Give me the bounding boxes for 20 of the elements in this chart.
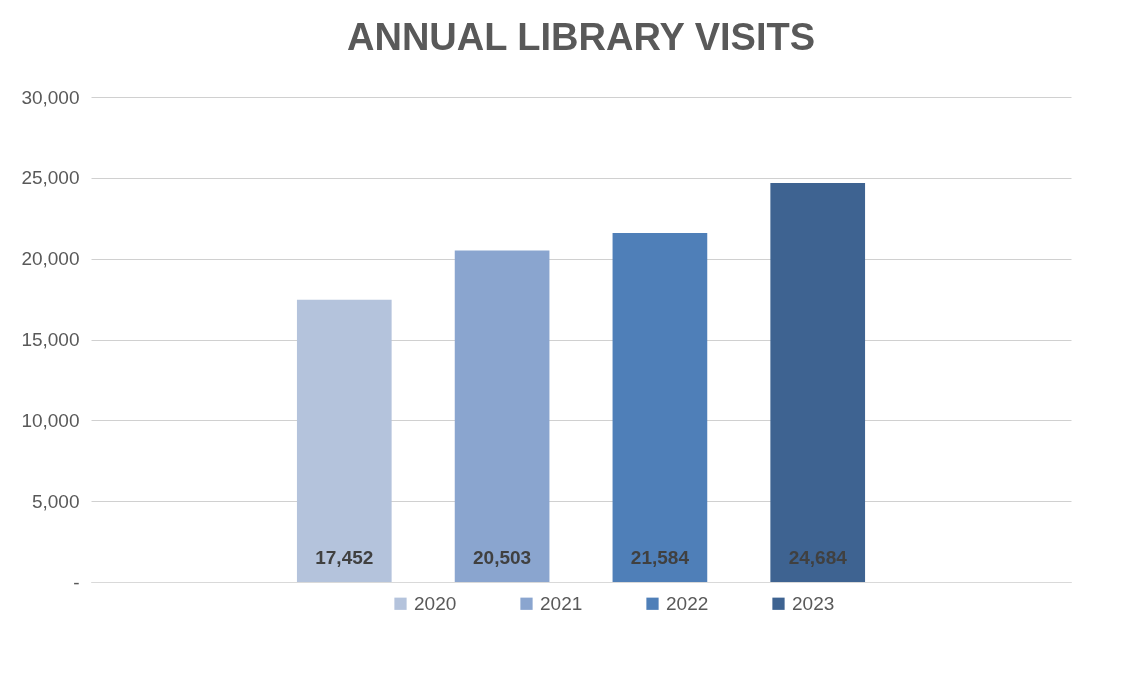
bar bbox=[454, 250, 550, 582]
legend-label: 2022 bbox=[666, 592, 709, 614]
legend-label: 2021 bbox=[540, 592, 583, 614]
y-tick-label: 10,000 bbox=[21, 409, 80, 431]
legend-label: 2023 bbox=[792, 592, 835, 614]
data-label: 20,503 bbox=[473, 547, 532, 568]
legend-label: 2020 bbox=[414, 592, 457, 614]
data-label: 17,452 bbox=[315, 547, 374, 568]
bar bbox=[296, 299, 392, 582]
data-label: 21,584 bbox=[630, 547, 690, 568]
y-tick-label: 5,000 bbox=[31, 490, 80, 512]
chart-title: ANNUAL LIBRARY VISITS bbox=[346, 16, 816, 58]
bar bbox=[770, 182, 866, 582]
bar bbox=[612, 233, 708, 582]
y-tick-label: 20,000 bbox=[21, 248, 80, 270]
y-tick-label: - bbox=[73, 571, 80, 593]
y-tick-label: 15,000 bbox=[21, 329, 80, 350]
y-tick-label: 30,000 bbox=[21, 86, 80, 108]
data-label: 24,684 bbox=[788, 547, 848, 568]
y-tick-label: 25,000 bbox=[21, 167, 80, 189]
